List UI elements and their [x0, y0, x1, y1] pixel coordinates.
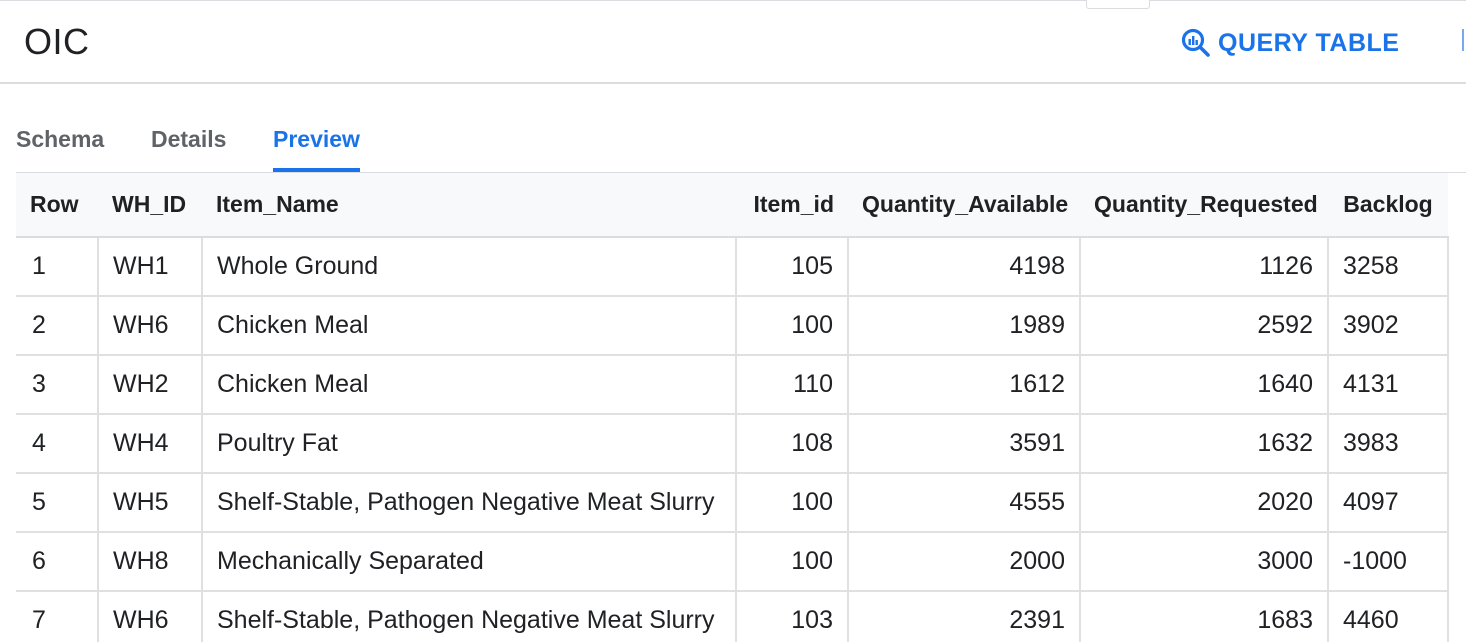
cell-quantity-available: 1612	[848, 355, 1081, 415]
cell-row: 4	[16, 414, 99, 474]
cell-quantity-requested: 1683	[1080, 591, 1329, 642]
cell-quantity-available: 2391	[848, 591, 1081, 642]
cell-item-name: Mechanically Separated	[202, 532, 737, 592]
resize-handle[interactable]	[1086, 0, 1150, 9]
cell-item-name: Chicken Meal	[202, 355, 737, 415]
table-row[interactable]: 5 WH5 Shelf-Stable, Pathogen Negative Me…	[16, 473, 1449, 533]
cell-quantity-available: 1989	[848, 296, 1081, 356]
cell-item-name: Shelf-Stable, Pathogen Negative Meat Slu…	[202, 473, 737, 533]
cell-quantity-requested: 1640	[1080, 355, 1329, 415]
cell-item-name: Poultry Fat	[202, 414, 737, 474]
tab-schema-label: Schema	[16, 126, 105, 152]
cell-backlog: 3258	[1328, 237, 1449, 297]
cell-item-id: 100	[736, 296, 849, 356]
cell-quantity-requested: 1126	[1080, 237, 1329, 297]
toolbar-overflow-edge	[1462, 29, 1464, 51]
cell-item-id: 108	[736, 414, 849, 474]
cell-wh-id: WH2	[98, 355, 203, 415]
cell-item-id: 100	[736, 473, 849, 533]
cell-row: 5	[16, 473, 99, 533]
cell-item-id: 100	[736, 532, 849, 592]
cell-quantity-available: 4198	[848, 237, 1081, 297]
cell-quantity-requested: 3000	[1080, 532, 1329, 592]
cell-quantity-available: 3591	[848, 414, 1081, 474]
cell-row: 2	[16, 296, 99, 356]
cell-backlog: 4460	[1328, 591, 1449, 642]
table-row[interactable]: 6 WH8 Mechanically Separated 100 2000 30…	[16, 532, 1449, 592]
cell-quantity-requested: 1632	[1080, 414, 1329, 474]
query-table-button[interactable]: QUERY TABLE	[1180, 23, 1399, 63]
cell-item-id: 103	[736, 591, 849, 642]
cell-quantity-available: 4555	[848, 473, 1081, 533]
cell-item-name: Chicken Meal	[202, 296, 737, 356]
cell-wh-id: WH5	[98, 473, 203, 533]
cell-quantity-requested: 2020	[1080, 473, 1329, 533]
column-header-backlog[interactable]: Backlog	[1328, 173, 1448, 238]
cell-item-id: 105	[736, 237, 849, 297]
cell-backlog: 3902	[1328, 296, 1449, 356]
query-search-icon	[1181, 28, 1210, 57]
cell-row: 6	[16, 532, 99, 592]
cell-quantity-requested: 2592	[1080, 296, 1329, 356]
cell-backlog: -1000	[1328, 532, 1449, 592]
cell-wh-id: WH1	[98, 237, 203, 297]
cell-wh-id: WH6	[98, 591, 203, 642]
active-tab-indicator	[273, 168, 360, 172]
table-row[interactable]: 7 WH6 Shelf-Stable, Pathogen Negative Me…	[16, 591, 1449, 642]
cell-row: 1	[16, 237, 99, 297]
table-row[interactable]: 2 WH6 Chicken Meal 100 1989 2592 3902	[16, 296, 1449, 356]
table-row[interactable]: 3 WH2 Chicken Meal 110 1612 1640 4131	[16, 355, 1449, 415]
cell-wh-id: WH8	[98, 532, 203, 592]
table-header-row: Row WH_ID Item_Name Item_id Quantity_Ava…	[16, 173, 1448, 238]
preview-table: Row WH_ID Item_Name Item_id Quantity_Ava…	[16, 173, 1449, 642]
top-border	[0, 0, 1466, 1]
column-header-item-name[interactable]: Item_Name	[202, 173, 736, 238]
cell-quantity-available: 2000	[848, 532, 1081, 592]
tab-details-label: Details	[151, 126, 227, 152]
cell-item-name: Shelf-Stable, Pathogen Negative Meat Slu…	[202, 591, 737, 642]
column-header-row[interactable]: Row	[16, 173, 98, 238]
column-header-quantity-available[interactable]: Quantity_Available	[848, 173, 1080, 238]
page-title: OIC	[24, 21, 90, 62]
tab-preview-label: Preview	[273, 126, 360, 152]
tab-preview[interactable]: Preview	[273, 126, 360, 172]
cell-item-id: 110	[736, 355, 849, 415]
cell-wh-id: WH4	[98, 414, 203, 474]
column-header-wh-id[interactable]: WH_ID	[98, 173, 202, 238]
tab-details[interactable]: Details	[151, 126, 226, 170]
panel-header: OIC QUERY TABLE	[0, 1, 1466, 84]
table-row[interactable]: 4 WH4 Poultry Fat 108 3591 1632 3983	[16, 414, 1449, 474]
cell-row: 7	[16, 591, 99, 642]
query-table-label: QUERY TABLE	[1218, 28, 1400, 57]
cell-item-name: Whole Ground	[202, 237, 737, 297]
cell-row: 3	[16, 355, 99, 415]
tab-bar: Schema Details Preview	[0, 110, 1466, 172]
cell-backlog: 3983	[1328, 414, 1449, 474]
column-header-item-id[interactable]: Item_id	[736, 173, 848, 238]
tabs-divider	[16, 172, 1466, 173]
cell-backlog: 4131	[1328, 355, 1449, 415]
cell-wh-id: WH6	[98, 296, 203, 356]
cell-backlog: 4097	[1328, 473, 1449, 533]
tab-schema[interactable]: Schema	[16, 126, 104, 170]
column-header-quantity-requested[interactable]: Quantity_Requested	[1080, 173, 1328, 238]
table-row[interactable]: 1 WH1 Whole Ground 105 4198 1126 3258	[16, 237, 1449, 297]
